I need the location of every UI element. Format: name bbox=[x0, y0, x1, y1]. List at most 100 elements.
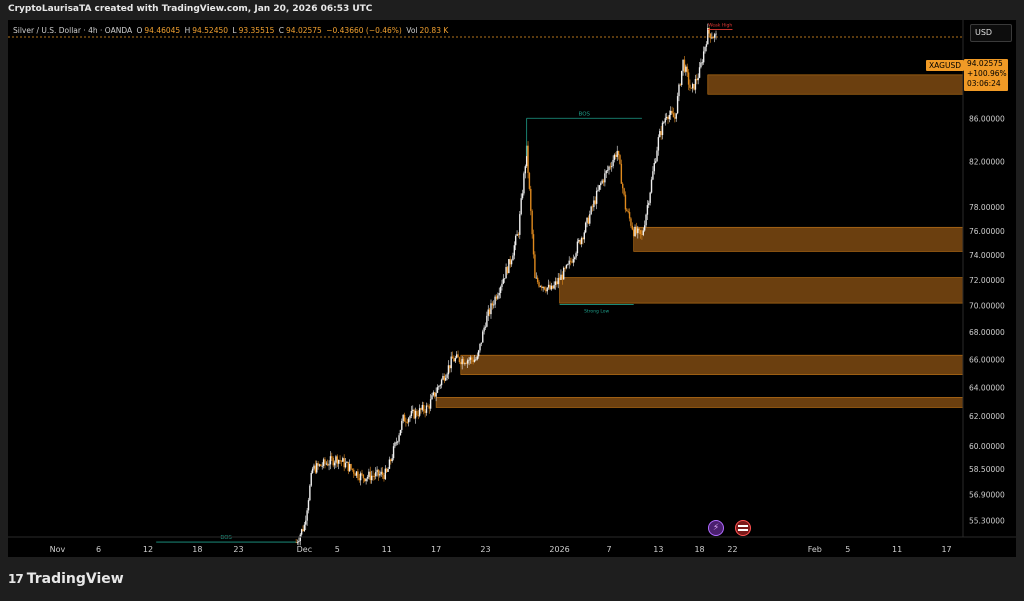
currency-selector[interactable]: USD bbox=[970, 24, 1012, 42]
candle-body bbox=[376, 469, 378, 473]
candle-body bbox=[701, 62, 703, 64]
candle-body bbox=[380, 471, 382, 475]
candle-body bbox=[342, 458, 344, 462]
candle-body bbox=[558, 277, 561, 280]
candle-body bbox=[643, 225, 646, 231]
candle-body bbox=[667, 116, 669, 120]
legend-close-label: C bbox=[278, 26, 285, 35]
candle-body bbox=[412, 409, 414, 412]
annotation-label: BOS bbox=[579, 111, 591, 117]
candle-body bbox=[332, 458, 334, 466]
candle-body bbox=[576, 241, 579, 254]
candle-body bbox=[575, 253, 577, 258]
candle-body bbox=[479, 343, 481, 351]
candle-body bbox=[490, 303, 492, 315]
supply-demand-zone bbox=[633, 226, 964, 252]
legend-high: 94.52450 bbox=[192, 26, 229, 35]
candle-body bbox=[449, 365, 451, 369]
candle-body bbox=[628, 212, 631, 219]
candle-body bbox=[316, 463, 318, 473]
candle-body bbox=[619, 155, 621, 164]
candle-body bbox=[594, 200, 596, 204]
candle-body bbox=[455, 354, 458, 358]
candle-body bbox=[554, 281, 557, 285]
candle-body bbox=[461, 358, 463, 365]
candle-body bbox=[387, 468, 389, 472]
candle-body bbox=[615, 154, 617, 157]
candle-body bbox=[458, 357, 461, 363]
candle-body bbox=[344, 462, 347, 468]
candle-body bbox=[550, 285, 553, 290]
candle-body bbox=[476, 356, 478, 360]
candle-body bbox=[457, 354, 459, 358]
candle-body bbox=[657, 137, 660, 151]
candle-body bbox=[484, 326, 487, 328]
candle-body bbox=[696, 78, 698, 81]
zones-layer bbox=[435, 74, 964, 408]
time-tick-label: 2026 bbox=[549, 545, 569, 554]
candle-body bbox=[473, 359, 476, 362]
candle-body bbox=[573, 257, 576, 260]
candle-body bbox=[709, 33, 712, 39]
candle-body bbox=[462, 358, 465, 364]
candle-body bbox=[705, 44, 708, 47]
legend-close: 94.02575 bbox=[286, 26, 322, 35]
time-axis: Nov 6 12 18 23 Dec 5 11 17 23 2026 7 13 18 22 Feb 5 11 17 bbox=[50, 545, 952, 554]
candle-body bbox=[527, 145, 529, 173]
candle-body bbox=[413, 409, 415, 419]
time-tick-label: 5 bbox=[845, 545, 850, 554]
candle-body bbox=[313, 465, 315, 469]
candle-body bbox=[563, 267, 565, 280]
candle-body bbox=[399, 429, 402, 436]
candle-body bbox=[386, 468, 388, 472]
candle-body bbox=[707, 28, 709, 45]
candle-body bbox=[302, 529, 304, 531]
annotation-label: Strong Low bbox=[584, 308, 609, 314]
candle-body bbox=[358, 478, 360, 481]
candle-body bbox=[513, 245, 516, 256]
price-tick-label: 56.90000 bbox=[969, 490, 1005, 499]
candle-body bbox=[410, 411, 413, 417]
candle-body bbox=[617, 150, 620, 156]
candle-body bbox=[604, 173, 606, 183]
candle-body bbox=[446, 374, 448, 378]
candle-body bbox=[552, 285, 554, 289]
candle-body bbox=[668, 114, 671, 120]
us-flag-icon[interactable] bbox=[735, 520, 751, 536]
candle-body bbox=[486, 315, 488, 327]
price-tick-label: 68.00000 bbox=[969, 328, 1005, 337]
candle-body bbox=[420, 408, 422, 410]
candle-body bbox=[453, 358, 455, 362]
tradingview-logo[interactable]: 17 TradingView bbox=[8, 571, 124, 587]
candle-body bbox=[520, 198, 522, 215]
candle-body bbox=[531, 210, 533, 235]
candle-body bbox=[646, 205, 649, 215]
candle-body bbox=[693, 83, 695, 90]
candle-body bbox=[396, 441, 399, 443]
candle-body bbox=[298, 541, 300, 543]
candle-body bbox=[569, 260, 572, 262]
candle-body bbox=[561, 274, 564, 280]
candle-body bbox=[305, 520, 307, 525]
candle-body bbox=[510, 260, 513, 265]
candle-body bbox=[483, 327, 485, 332]
lightning-icon[interactable]: ⚡ bbox=[708, 520, 724, 536]
price-tick-label: 70.00000 bbox=[969, 302, 1005, 311]
candle-body bbox=[564, 267, 566, 269]
candle-body bbox=[602, 180, 605, 183]
candle-body bbox=[439, 385, 441, 387]
candle-body bbox=[523, 173, 525, 194]
candle-body bbox=[654, 161, 657, 164]
candle-body bbox=[627, 211, 629, 213]
candle-body bbox=[661, 122, 664, 136]
candle-body bbox=[328, 464, 330, 466]
candle-body bbox=[331, 456, 333, 459]
price-axis: 90.0000086.0000082.0000078.0000076.00000… bbox=[969, 73, 1005, 526]
candle-body bbox=[656, 150, 658, 162]
time-tick-label: 18 bbox=[192, 545, 202, 554]
time-tick-label: Feb bbox=[808, 545, 822, 554]
time-tick-label: 17 bbox=[941, 545, 951, 554]
candle-body bbox=[366, 476, 369, 479]
